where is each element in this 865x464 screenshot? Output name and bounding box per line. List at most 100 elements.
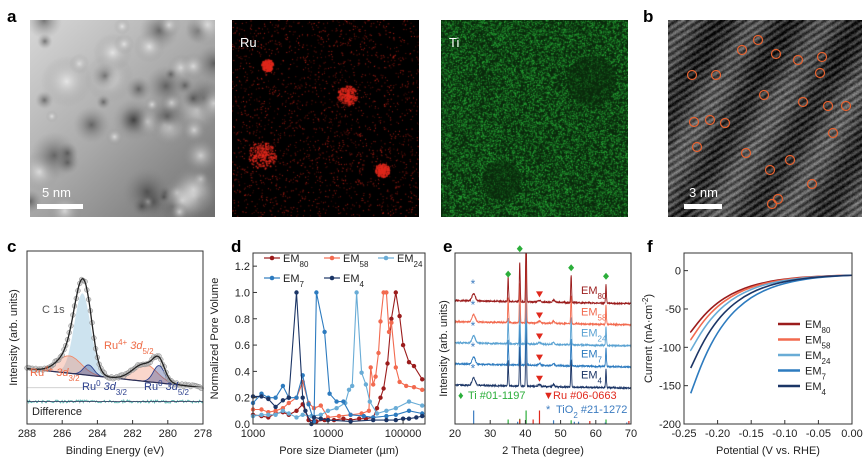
data-point (384, 290, 389, 295)
tio2-star-marker: * (471, 277, 476, 291)
atom-marker-circle (752, 34, 764, 46)
atom-marker-circle (797, 96, 809, 108)
data-point (280, 383, 286, 389)
data-point (389, 316, 394, 321)
y-tick-label: 0.6 (235, 340, 250, 352)
y-tick-label: 0.2 (235, 393, 250, 405)
series-line-EM24 (252, 292, 423, 419)
y-tick-label: 0.8 (235, 314, 250, 326)
annotation-ru0-3d52: Ru0 3d5/2 (144, 379, 189, 397)
data-point (363, 382, 369, 387)
data-point (266, 412, 271, 417)
ru-triangle-marker (535, 375, 543, 382)
data-point (371, 382, 376, 387)
haadf-image (30, 20, 215, 217)
y-axis-label: Current (mA·cm-2) (641, 294, 656, 383)
x-tick-label: 10000 (313, 428, 344, 440)
legend-label: EM80 (805, 319, 831, 335)
annotation-ru4-3d32-sup: 4+ (44, 365, 53, 374)
scale-bar-label-b: 3 nm (689, 185, 718, 200)
data-point (294, 395, 299, 400)
series-label-base: EM (581, 285, 598, 297)
legend-marker (329, 255, 335, 261)
legend-marker-1: ▼ (543, 390, 554, 402)
legend-label-1: Ru #06-0663 (553, 390, 617, 402)
data-point (406, 408, 412, 413)
legend-label-sub: 24 (414, 260, 423, 269)
chart-d-pore-volume: 1000 10000 100000 0.0 0.2 0.4 0.6 0.8 1.0 1.2 Pore… (209, 252, 426, 457)
atom-marker-circle (806, 178, 818, 190)
data-point (273, 408, 278, 413)
data-point (420, 403, 425, 408)
data-point (286, 395, 291, 400)
ru-map-image (232, 20, 419, 217)
y-tick-label: 1.2 (235, 261, 250, 273)
atom-marker-circle (710, 69, 722, 81)
data-point (406, 360, 412, 365)
data-point (259, 394, 264, 399)
annotation-ru4-3d52: Ru4+ 3d5/2 (104, 338, 154, 356)
series-label: EM58 (581, 306, 607, 322)
x-axis-label: Binding Energy (eV) (66, 445, 164, 457)
ru-triangle-marker (535, 291, 543, 298)
data-point (420, 413, 425, 419)
x-tick-label: 282 (123, 428, 141, 440)
legend-label: EM4 (343, 273, 365, 289)
ti-map-label: Ti (449, 35, 459, 50)
series-label-sub: 4 (598, 376, 603, 385)
legend-label-base: EM (805, 335, 822, 347)
data-point (350, 383, 355, 389)
panel-label-f: f (647, 237, 653, 256)
scale-bar-b (684, 204, 722, 209)
legend-label-base: EM (397, 253, 414, 265)
legend-marker-2: * (546, 404, 551, 416)
annotation-ru0-3d52-base: Ru (144, 381, 158, 393)
data-point (273, 404, 278, 410)
data-point (393, 406, 398, 411)
series-label-base: EM (581, 306, 598, 318)
series-label: EM4 (581, 370, 603, 386)
data-point (334, 399, 339, 404)
atom-marker-circle (816, 51, 828, 63)
annotation-difference: Difference (32, 406, 82, 418)
atom-marker-circle (736, 44, 748, 56)
data-point (334, 406, 339, 411)
legend-label-sub: 80 (822, 326, 831, 335)
x-axis-label: 2 Theta (degree) (502, 445, 584, 457)
data-point (346, 387, 352, 392)
series-label: EM7 (581, 349, 603, 365)
legend-label: EM58 (805, 335, 831, 351)
plot-frame (454, 252, 632, 425)
data-point (294, 408, 299, 413)
data-point (327, 391, 332, 396)
legend-label: EM24 (805, 350, 831, 366)
series-label-base: EM (581, 349, 598, 361)
x-tick-label: -0.15 (739, 428, 764, 440)
tio2-star-marker: * (471, 298, 476, 312)
x-tick-label: 20 (449, 428, 461, 440)
x-tick-label: -0.25 (671, 428, 696, 440)
atom-marker-circle (740, 147, 752, 159)
y-tick-label: -150 (659, 381, 681, 393)
data-point (371, 417, 376, 423)
legend-label-sub: 24 (822, 357, 831, 366)
legend-label-base: EM (805, 350, 822, 362)
data-point (393, 417, 398, 423)
x-tick-label: 100000 (385, 428, 422, 440)
data-point (366, 408, 372, 413)
ti-diamond-marker (603, 272, 610, 280)
y-axis-label-rest: ) (643, 294, 655, 298)
atom-marker-circle (784, 154, 796, 166)
legend-label-sub: 58 (360, 260, 369, 269)
x-tick-label: 288 (18, 428, 36, 440)
data-point (361, 413, 366, 419)
data-point (420, 377, 425, 382)
y-tick-label: -200 (659, 419, 681, 431)
data-point (348, 419, 353, 424)
legend-marker (269, 255, 275, 261)
y-tick-label: 1.0 (235, 287, 250, 299)
ru-map-label: Ru (240, 35, 257, 50)
data-point (389, 320, 394, 325)
data-point (273, 412, 278, 417)
atom-marker-circle (686, 69, 698, 81)
